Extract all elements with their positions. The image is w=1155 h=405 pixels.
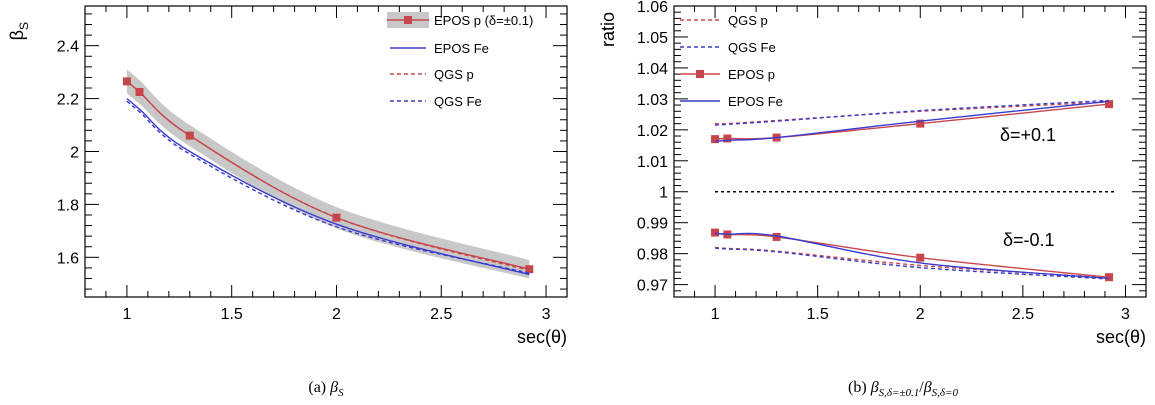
x-tick-label: 1 — [711, 306, 720, 323]
series-line — [714, 99, 1110, 126]
series-epos-fe — [714, 232, 1110, 280]
series-line — [126, 80, 530, 272]
caption-sub: S — [338, 387, 344, 399]
legend-label: QGS p — [728, 13, 768, 28]
series-qgs-fe — [126, 100, 530, 274]
caption-slash: / — [919, 379, 924, 396]
y-tick-label: 1.03 — [637, 92, 668, 109]
x-tick-label: 2.5 — [1012, 306, 1034, 323]
y-tick-label: 2.4 — [57, 39, 79, 56]
data-point-marker — [525, 265, 534, 274]
y-axis-title-main: β — [7, 30, 27, 40]
series-epos-fe — [714, 100, 1110, 142]
y-tick-label: 2.2 — [57, 92, 79, 109]
caption-prefix: (b) — [848, 379, 871, 396]
y-tick-label: 1.01 — [637, 154, 668, 171]
legend-swatch-marker — [696, 70, 704, 78]
x-tick-label: 3 — [542, 306, 551, 323]
caption-main: β — [870, 379, 879, 396]
series-line — [714, 247, 1110, 280]
data-point-marker — [1105, 273, 1114, 282]
y-tick-label: 1.04 — [637, 61, 668, 78]
y-tick-label: 1.8 — [57, 197, 79, 214]
series-epos-fe — [126, 98, 530, 276]
caption-sub: S,δ=0 — [932, 387, 959, 399]
y-tick-label: 1.02 — [637, 123, 668, 140]
data-point-marker — [1105, 100, 1114, 109]
y-tick-label: 1.06 — [637, 0, 668, 16]
caption-b: (b) βS,δ=±0.1/βS,δ=0 — [848, 379, 958, 399]
series-line — [126, 100, 530, 274]
x-tick-label: 2.5 — [430, 306, 452, 323]
series-line — [714, 100, 1110, 142]
legend-label: QGS Fe — [728, 40, 776, 55]
caption-sub: S,δ=±0.1 — [879, 387, 920, 399]
plot-frame — [673, 5, 1147, 298]
series-qgs-fe — [714, 99, 1110, 126]
legend-label: EPOS p (δ=±0.1) — [434, 13, 533, 28]
legend: QGS p QGS Fe EPOS p EPOS Fe — [680, 13, 783, 109]
y-tick-label: 0.98 — [637, 247, 668, 264]
series-line — [714, 232, 1110, 280]
x-tick-label: 1.5 — [221, 306, 243, 323]
x-tick-label: 2 — [916, 306, 925, 323]
y-axis-title: ratio — [598, 12, 618, 47]
x-tick-label: 3 — [1121, 306, 1130, 323]
caption-main: β — [329, 379, 338, 396]
data-point-marker — [185, 131, 194, 140]
caption-main: β — [923, 379, 932, 396]
legend-label: EPOS Fe — [434, 41, 489, 56]
y-tick-label: 0.97 — [637, 278, 668, 295]
caption-prefix: (a) — [308, 379, 330, 396]
series-qgs-fe — [714, 247, 1110, 280]
annotation-delta-minus: δ=-0.1 — [1003, 230, 1055, 250]
uncertainty-band — [126, 69, 530, 279]
panel-a: 1 1.5 2 2.5 3 1.6 1.8 2 2.2 2.4 sec(θ) βS EPOS p (δ=… — [7, 5, 568, 347]
x-tick-label: 1 — [122, 306, 131, 323]
x-tick-label: 2 — [332, 306, 341, 323]
y-tick-label: 0.99 — [637, 216, 668, 233]
data-point-marker — [711, 228, 720, 237]
data-point-marker — [711, 135, 720, 144]
legend-label: QGS Fe — [434, 94, 482, 109]
y-axis-title-sub: S — [17, 22, 31, 30]
legend: EPOS p (δ=±0.1) EPOS Fe QGS p QGS Fe — [387, 12, 533, 109]
series-line — [126, 98, 530, 276]
y-tick-label: 2 — [70, 145, 79, 162]
x-tick-label: 1.5 — [807, 306, 829, 323]
legend-label: EPOS Fe — [728, 94, 783, 109]
series-line — [126, 80, 530, 270]
x-axis-title: sec(θ) — [517, 327, 567, 347]
data-point-marker — [916, 119, 925, 128]
legend-swatch-marker — [404, 16, 412, 24]
data-point-marker — [772, 232, 781, 241]
caption-a: (a) βS — [308, 379, 344, 399]
panel-b: 1 1.5 2 2.5 3 0.97 0.98 0.99 1 1.01 1.02 1.03 1.04 1.… — [598, 0, 1147, 347]
x-axis-title: sec(θ) — [1096, 327, 1146, 347]
y-tick-label: 1.6 — [57, 250, 79, 267]
data-point-marker — [723, 134, 732, 143]
legend-label: QGS p — [434, 67, 474, 82]
series-qgs-p — [126, 80, 530, 272]
y-tick-label: 1.05 — [637, 30, 668, 47]
legend-label: EPOS p — [728, 67, 775, 82]
y-axis-title: βS — [7, 22, 31, 40]
data-point-marker — [332, 213, 341, 222]
y-tick-label: 1 — [659, 185, 668, 202]
data-point-marker — [916, 253, 925, 262]
annotation-delta-plus: δ=+0.1 — [1000, 125, 1056, 145]
